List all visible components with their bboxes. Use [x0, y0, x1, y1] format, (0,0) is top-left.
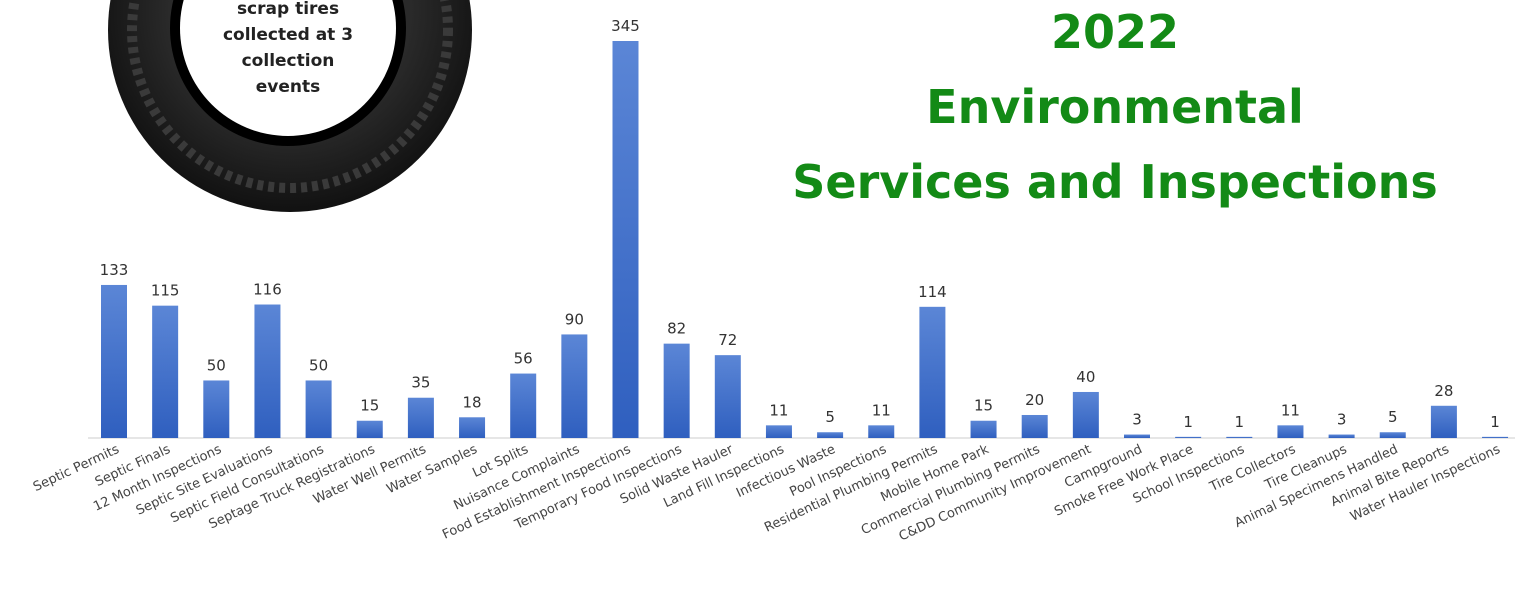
bar	[817, 432, 843, 438]
value-label: 1	[1235, 413, 1245, 431]
bar	[561, 334, 587, 438]
value-label: 115	[151, 282, 180, 300]
value-label: 3	[1132, 411, 1142, 429]
chart-title: 2022	[1051, 5, 1179, 59]
bar	[1329, 435, 1355, 438]
chart: scrap tires collected at 3 collection ev…	[0, 0, 1526, 600]
value-label: 1	[1490, 413, 1500, 431]
badge-text: events	[256, 77, 321, 97]
badge-text: collected at 3	[223, 25, 353, 45]
bar	[152, 306, 178, 438]
bar	[203, 380, 229, 438]
value-label: 20	[1025, 391, 1044, 409]
value-label: 72	[718, 331, 737, 349]
chart-title: Services and Inspections	[792, 155, 1437, 209]
value-label: 56	[514, 350, 533, 368]
bar	[971, 421, 997, 438]
chart-title: Environmental	[926, 80, 1304, 134]
bar	[715, 355, 741, 438]
badge-text: collection	[242, 51, 335, 71]
bar	[1431, 406, 1457, 438]
value-label: 11	[1281, 401, 1300, 419]
bar	[1175, 437, 1201, 438]
badge-text: scrap tires	[237, 0, 339, 19]
value-label: 345	[611, 17, 640, 35]
bar	[1277, 425, 1303, 438]
bar	[613, 41, 639, 438]
bar	[868, 425, 894, 438]
bar	[357, 421, 383, 438]
bar	[101, 285, 127, 438]
value-label: 50	[309, 356, 328, 374]
bar	[254, 305, 280, 438]
value-label: 114	[918, 283, 947, 301]
value-label: 18	[463, 393, 482, 411]
value-label: 116	[253, 281, 282, 299]
bar	[919, 307, 945, 438]
bar	[766, 425, 792, 438]
value-label: 15	[360, 397, 379, 415]
value-label: 3	[1337, 411, 1347, 429]
value-label: 11	[769, 401, 788, 419]
bar	[408, 398, 434, 438]
bar	[1380, 432, 1406, 438]
value-label: 5	[825, 408, 835, 426]
bar	[1226, 437, 1252, 438]
bar	[1124, 435, 1150, 438]
value-label: 5	[1388, 408, 1398, 426]
value-label: 90	[565, 310, 584, 328]
bar	[664, 344, 690, 438]
bar	[1022, 415, 1048, 438]
value-label: 35	[411, 374, 430, 392]
bar	[459, 417, 485, 438]
bar	[1482, 437, 1508, 438]
bar	[306, 380, 332, 438]
value-label: 40	[1076, 368, 1095, 386]
tire-badge: scrap tires collected at 3 collection ev…	[108, 0, 472, 212]
bar	[510, 374, 536, 438]
x-tick-label: Water Samples	[385, 442, 480, 497]
value-label: 28	[1434, 382, 1453, 400]
bar	[1073, 392, 1099, 438]
value-label: 11	[872, 401, 891, 419]
value-label: 50	[207, 356, 226, 374]
value-label: 133	[100, 261, 129, 279]
value-label: 1	[1183, 413, 1193, 431]
value-label: 82	[667, 320, 686, 338]
value-label: 15	[974, 397, 993, 415]
